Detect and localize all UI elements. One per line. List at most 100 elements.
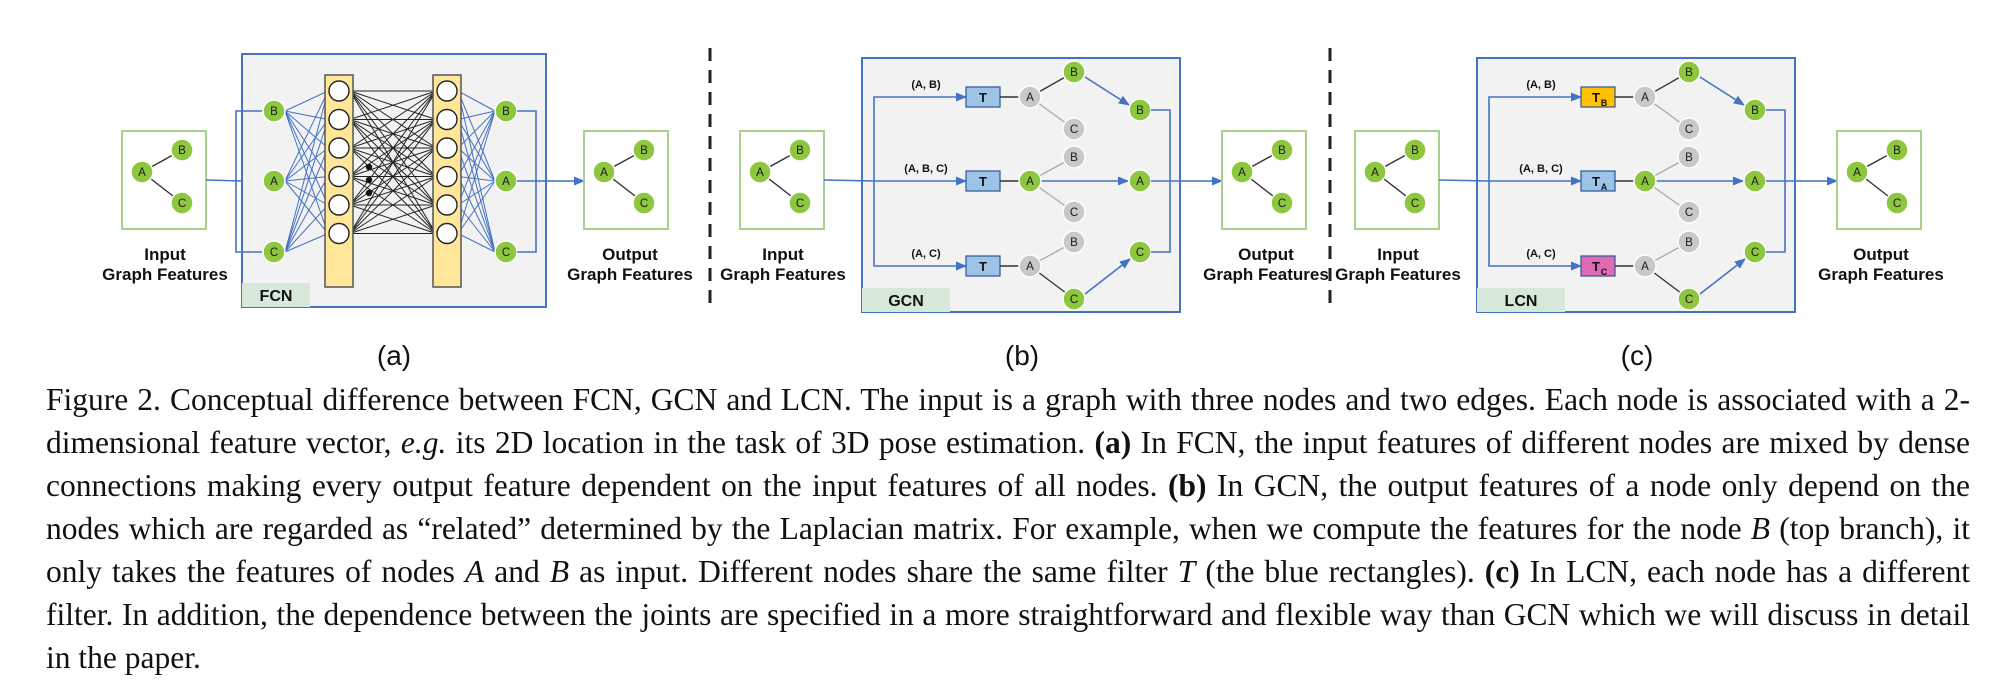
fcn-dense-edge — [349, 90, 437, 177]
caption-var-b2: B — [549, 554, 570, 589]
gcn-input-caption-line2: Graph Features — [720, 265, 846, 284]
lcn-filter-label: T — [1592, 90, 1600, 105]
fcn-neuron — [328, 222, 350, 245]
fcn-in-node-label: B — [270, 106, 278, 118]
gcn-input-graph-node-c-label: C — [796, 198, 804, 210]
gcn-filter-label: T — [979, 90, 987, 105]
gcn-sublabel: (b) — [1005, 340, 1039, 371]
fcn-output-graph-node-b — [632, 138, 656, 162]
gcn-input-graph-node-a-label: A — [756, 167, 764, 179]
lcn-node-c-label: C — [1685, 124, 1693, 136]
fcn-output-graph-node-c-label: C — [640, 198, 648, 210]
lcn-node-b-label: B — [1685, 152, 1693, 164]
caption-c-label: (c) — [1484, 554, 1520, 589]
fcn-in-node-label: A — [270, 176, 278, 188]
lcn-output-caption-line2: Graph Features — [1818, 265, 1944, 284]
gcn-branch-label: (A, B, C) — [904, 163, 948, 175]
gcn-branch-label: (A, C) — [911, 248, 941, 260]
fcn-in-edge — [284, 90, 329, 182]
fcn-out-edge — [457, 233, 496, 253]
fcn-in-edge — [284, 90, 329, 253]
gcn-tag: GCN — [888, 293, 924, 310]
fcn-neuron — [436, 80, 458, 102]
fcn-input-caption-line2: Graph Features — [102, 265, 228, 284]
lcn-node-c — [1677, 287, 1701, 311]
lcn-output-caption-line1: Output — [1853, 245, 1909, 264]
fcn-output-graph-node-a-label: A — [600, 167, 608, 179]
fcn-out-node-label: B — [502, 106, 510, 118]
lcn-out-node-a-label: A — [1751, 176, 1759, 188]
gcn-tag-bg — [862, 288, 950, 312]
caption-b-text-3: and — [494, 554, 540, 589]
fcn-ellipsis-dot — [365, 189, 373, 197]
caption-b-text-2: (top branch), it only takes the features… — [46, 511, 1971, 589]
fcn-merge-top — [517, 110, 537, 181]
fcn-out-edge — [457, 90, 496, 253]
gcn-output-graph-node-c — [1270, 191, 1294, 215]
lcn-input-graph-node-b-label: B — [1411, 145, 1419, 157]
lcn-out-node-c-label: C — [1751, 247, 1759, 259]
gcn-node-c-label: C — [1070, 294, 1078, 306]
gcn-node-a — [1018, 254, 1042, 278]
fcn-in-node — [262, 240, 286, 264]
fcn-out-edge — [457, 180, 496, 234]
caption-var-a: A — [464, 554, 485, 589]
caption-eg: e.g. — [400, 425, 447, 460]
fcn-merge-bottom — [517, 181, 537, 253]
fcn-dense-edge — [349, 119, 437, 234]
caption-intro-tail: its 2D location in the task of 3D pose e… — [455, 425, 1086, 460]
fcn-in-edge — [284, 180, 329, 234]
lcn-input-graph-node-c — [1403, 191, 1427, 215]
fcn-dense-edge — [349, 90, 437, 234]
lcn-input-graph-node-a — [1363, 160, 1387, 184]
gcn-merge-bottom — [1151, 181, 1171, 253]
fcn-output-graph-node-b-label: B — [640, 145, 648, 157]
gcn-branch-top — [873, 92, 968, 181]
gcn-branch-bottom — [873, 181, 968, 271]
gcn-input-graph-node-b-label: B — [796, 145, 804, 157]
gcn-node-c-label: C — [1070, 207, 1078, 219]
caption-b-text-1: In GCN, the output features of a node on… — [46, 468, 1970, 546]
lcn-input-graph-node-c-label: C — [1411, 198, 1419, 210]
gcn-branch-label: (A, B) — [911, 79, 941, 91]
fcn-neuron — [328, 194, 350, 216]
fcn-neuron — [436, 194, 458, 216]
fcn-input-graph-node-c-label: C — [178, 198, 186, 210]
fcn-out-edge — [457, 176, 496, 182]
fcn-neuron — [436, 108, 458, 131]
lcn-node-a-label: A — [1641, 92, 1649, 104]
gcn-node-a-label: A — [1026, 261, 1034, 273]
fcn-in-edge — [284, 180, 329, 206]
fcn-in-edge — [284, 119, 329, 182]
gcn-merge-top — [1151, 109, 1171, 181]
gcn-output-caption-line2: Graph Features — [1203, 265, 1329, 284]
gcn-filter-label: T — [979, 259, 987, 274]
fcn-in-edge — [284, 147, 329, 182]
gcn-output-graph-node-a — [1230, 160, 1254, 184]
fcn-input-graph-node-c — [170, 191, 194, 215]
fcn-dense-edge — [349, 147, 437, 234]
fcn-out-node-label: C — [502, 247, 510, 259]
lcn-node-c-label: C — [1685, 294, 1693, 306]
fcn-in-edge — [284, 147, 329, 253]
fcn-out-edge — [457, 180, 496, 206]
gcn-node-c — [1062, 200, 1086, 224]
gcn-to-out — [1084, 76, 1130, 106]
fcn-out-edge — [457, 119, 496, 182]
gcn-node-b-label: B — [1070, 67, 1078, 79]
lcn-output-graph-node-a — [1845, 160, 1869, 184]
lcn-node-b — [1677, 230, 1701, 254]
gcn-node-c — [1062, 117, 1086, 141]
fcn-out-node-label: A — [502, 176, 510, 188]
lcn-merge-top — [1766, 109, 1786, 181]
lcn-filter-label: T — [1592, 259, 1600, 274]
lcn-node-b-label: B — [1685, 237, 1693, 249]
fcn-dense-edge — [349, 90, 437, 120]
lcn-node-b — [1677, 145, 1701, 169]
caption-b-label: (b) — [1168, 468, 1207, 503]
caption-figure-label: Figure 2. — [46, 382, 161, 417]
fcn-in-edge — [284, 119, 329, 253]
fcn-input-caption-line1: Input — [144, 245, 186, 264]
fcn-output-graph-node-a — [592, 160, 616, 184]
lcn-branch-top — [1488, 92, 1583, 181]
